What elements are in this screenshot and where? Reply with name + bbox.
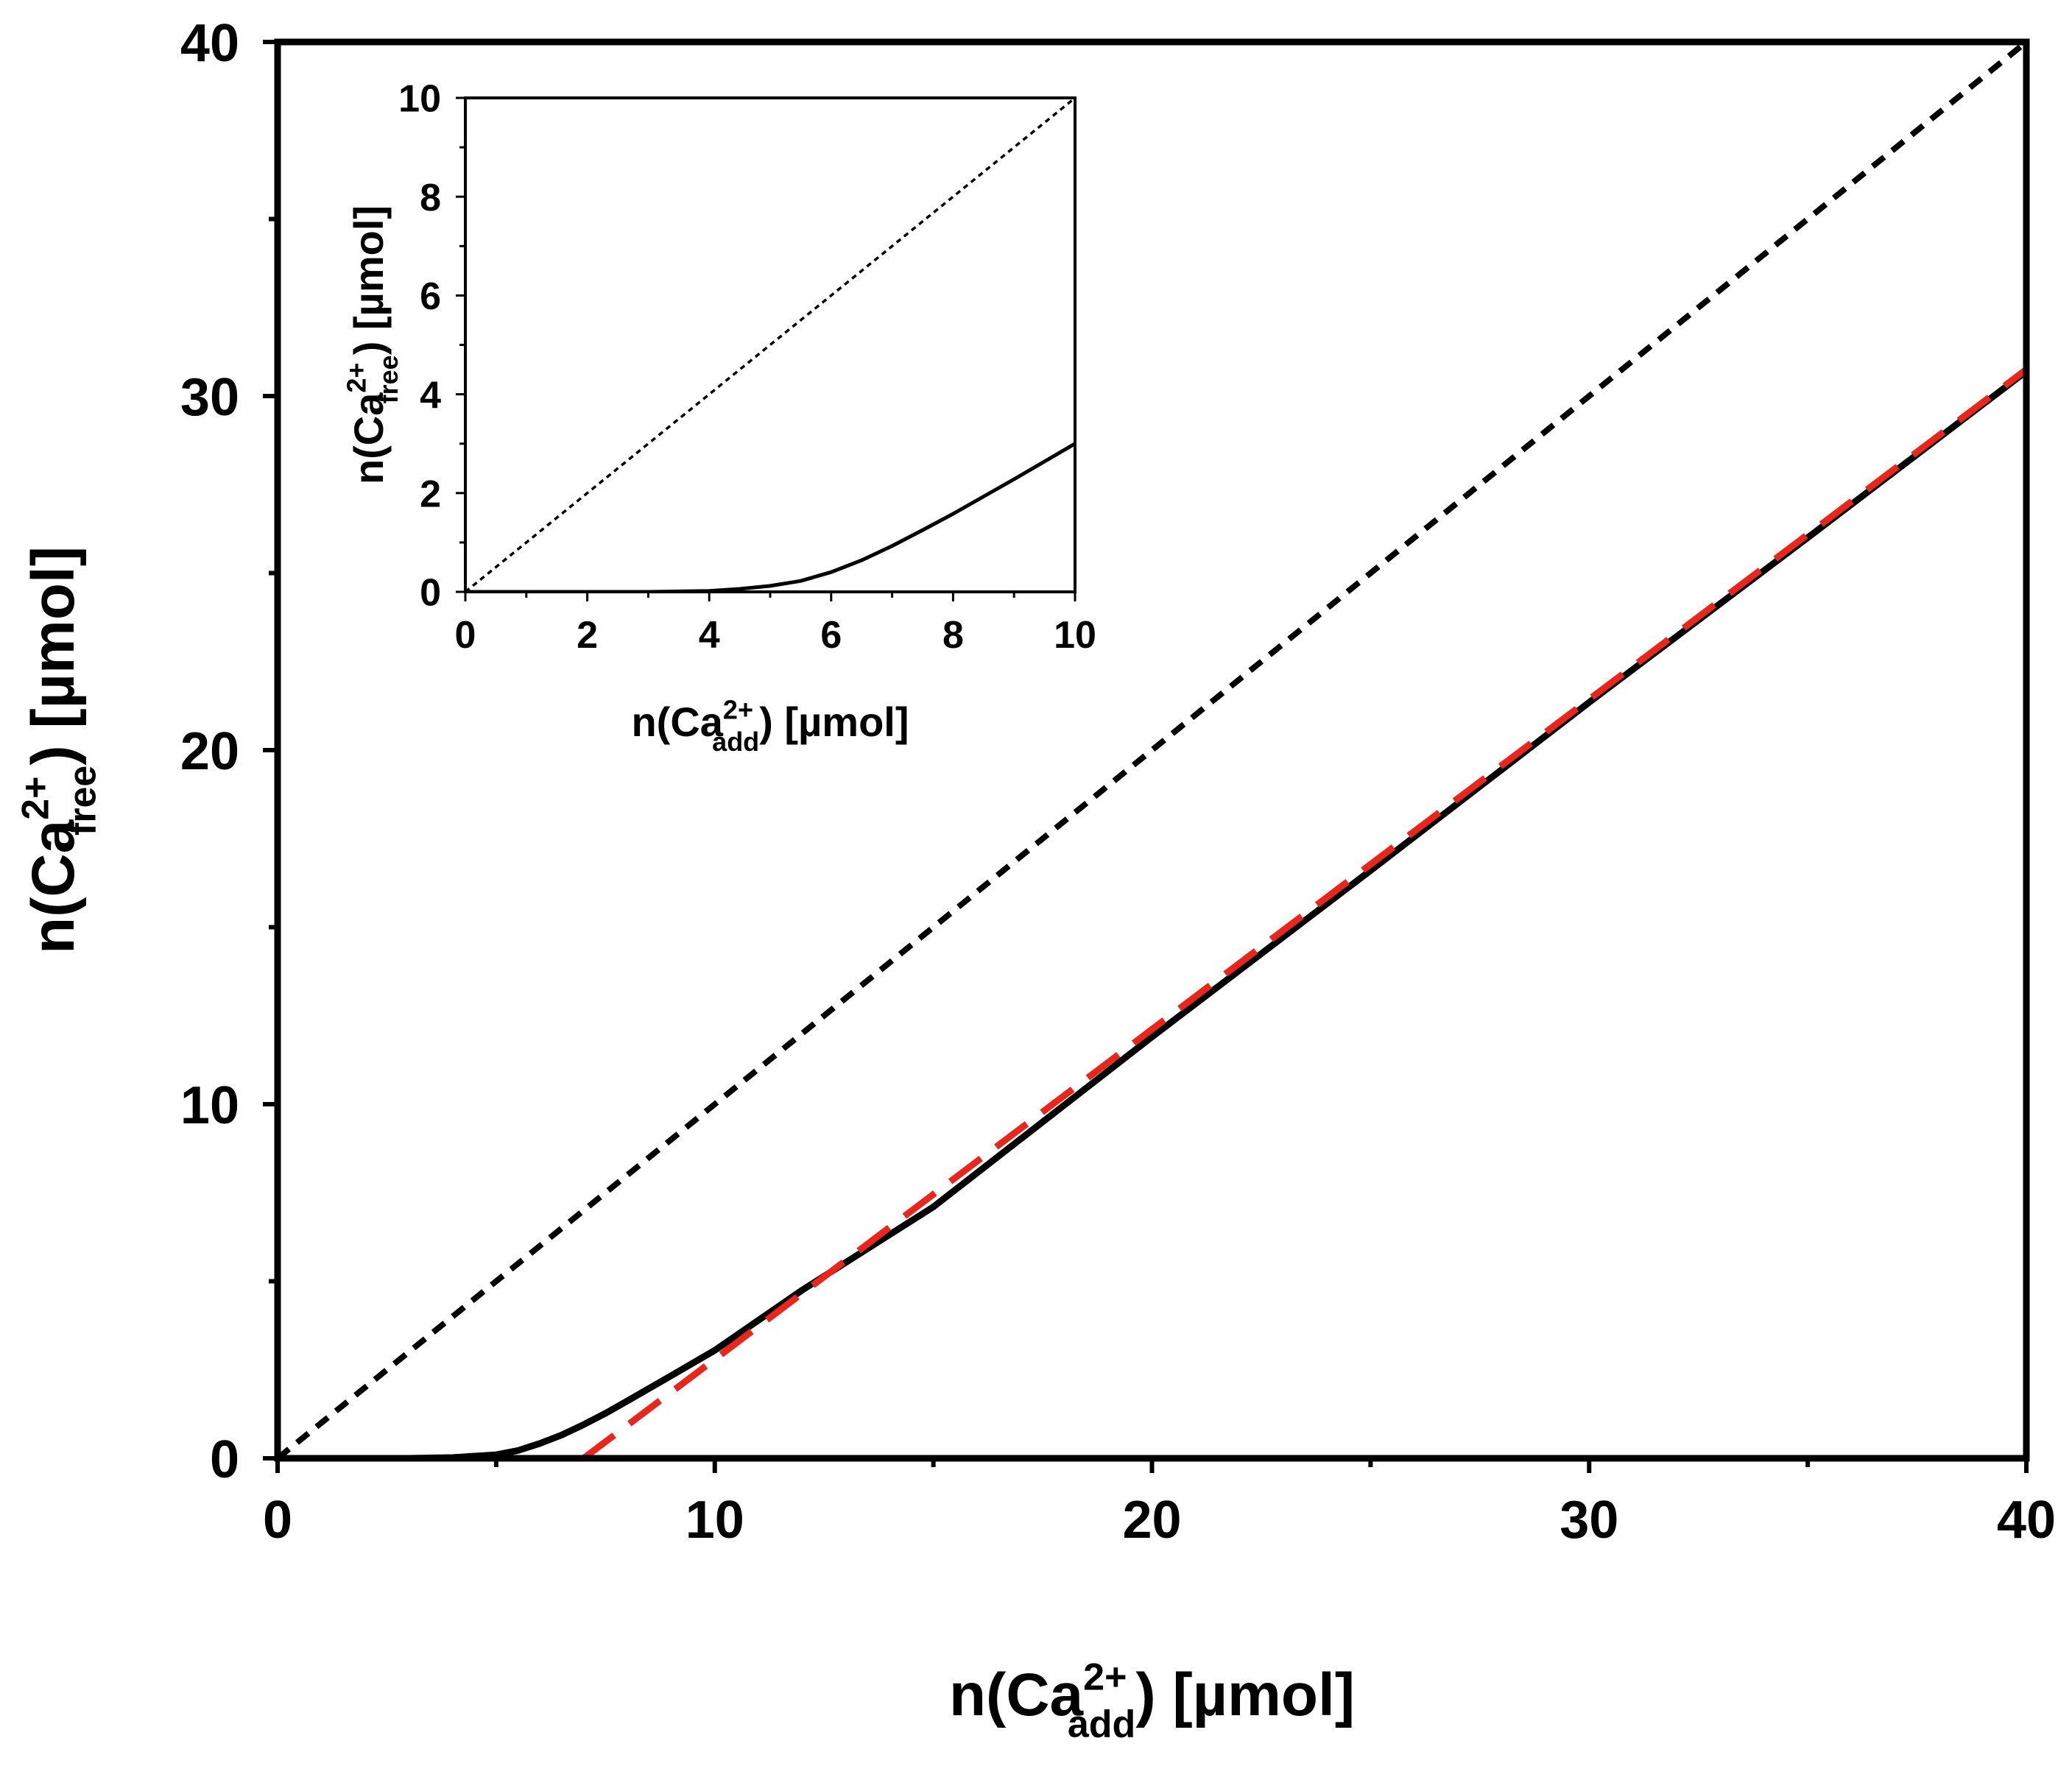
inset-y-label-sup: 2+ [341, 363, 371, 393]
inset-series-measured-free-ca2- [465, 442, 1075, 592]
inset-series [465, 98, 1075, 592]
main-x-label-unit: ) [µmol] [1135, 1661, 1355, 1728]
main-series-linear-fit [581, 367, 2026, 1458]
inset-y-label-base: n(Ca [345, 392, 392, 484]
inset-x-label-unit: ) [µmol] [759, 699, 909, 745]
main-y-tick-label: 20 [180, 722, 239, 781]
inset-y-tick-label: 10 [398, 78, 441, 121]
inset-x-tick-label: 4 [699, 614, 720, 657]
inset-y-tick-label: 6 [420, 275, 441, 318]
main-y-axis-label: n(Ca2+ free) [µmol] [15, 546, 105, 954]
main-x-tick-label: 20 [1122, 1491, 1181, 1550]
main-y-tick-label: 30 [180, 368, 239, 427]
main-series [278, 42, 2026, 1458]
main-y-tick-label: 0 [210, 1430, 239, 1489]
main-x-label-sup: 2+ [1083, 1656, 1127, 1699]
main-y-label-unit: ) [µmol] [20, 546, 87, 766]
inset-x-label-sup: 2+ [723, 694, 753, 724]
inset-x-tick-label: 6 [820, 614, 842, 657]
inset-y-label-unit: ) [µmol] [345, 205, 392, 355]
main-y-label-sup: 2+ [15, 777, 57, 820]
inset-x-tick-label: 2 [577, 614, 598, 657]
main-y-label-text: n(Ca2+ free) [µmol] [15, 546, 105, 954]
main-x-axis-label: n(Ca2+ add) [µmol] [949, 1656, 1355, 1746]
inset-x-tick-label: 0 [455, 614, 476, 657]
inset-x-tick-label: 8 [942, 614, 964, 657]
inset-y-tick-label: 2 [420, 473, 441, 516]
inset-x-label-base: n(Ca [631, 699, 723, 745]
inset-y-tick-label: 8 [420, 177, 441, 219]
main-x-label-sub: add [1068, 1703, 1135, 1746]
inset-x-tick-label: 10 [1054, 614, 1096, 657]
main-x-label-text: n(Ca2+ add) [µmol] [949, 1656, 1355, 1746]
inset-y-tick-label: 4 [420, 374, 441, 417]
inset-y-axis-label: n(Ca2+free) [µmol] [341, 205, 404, 484]
inset-x-label-sub: add [712, 727, 759, 757]
inset-x-axis-label: n(Ca2+ add) [µmol] [631, 694, 909, 757]
main-y-label-base: n(Ca [20, 819, 87, 954]
main-x-label-base: n(Ca [949, 1661, 1085, 1728]
inset-y-tick-label: 0 [420, 572, 441, 615]
inset-y-label-text: n(Ca2+free) [µmol] [341, 205, 404, 484]
inset-y-label-sub: free [373, 355, 404, 403]
main-x-tick-label: 30 [1560, 1491, 1618, 1550]
main-y-tick-label: 40 [180, 14, 239, 73]
main-y-tick-label: 10 [180, 1076, 239, 1135]
main-x-tick-label: 0 [263, 1491, 292, 1550]
main-series-measured-free-ca2- [278, 368, 2026, 1458]
main-y-label-sub: free [62, 766, 105, 836]
inset-series-identity [465, 98, 1075, 592]
inset-x-label-text: n(Ca2+ add) [µmol] [631, 694, 909, 757]
main-x-tick-label: 40 [1997, 1491, 2056, 1550]
main-x-tick-label: 10 [686, 1491, 744, 1550]
